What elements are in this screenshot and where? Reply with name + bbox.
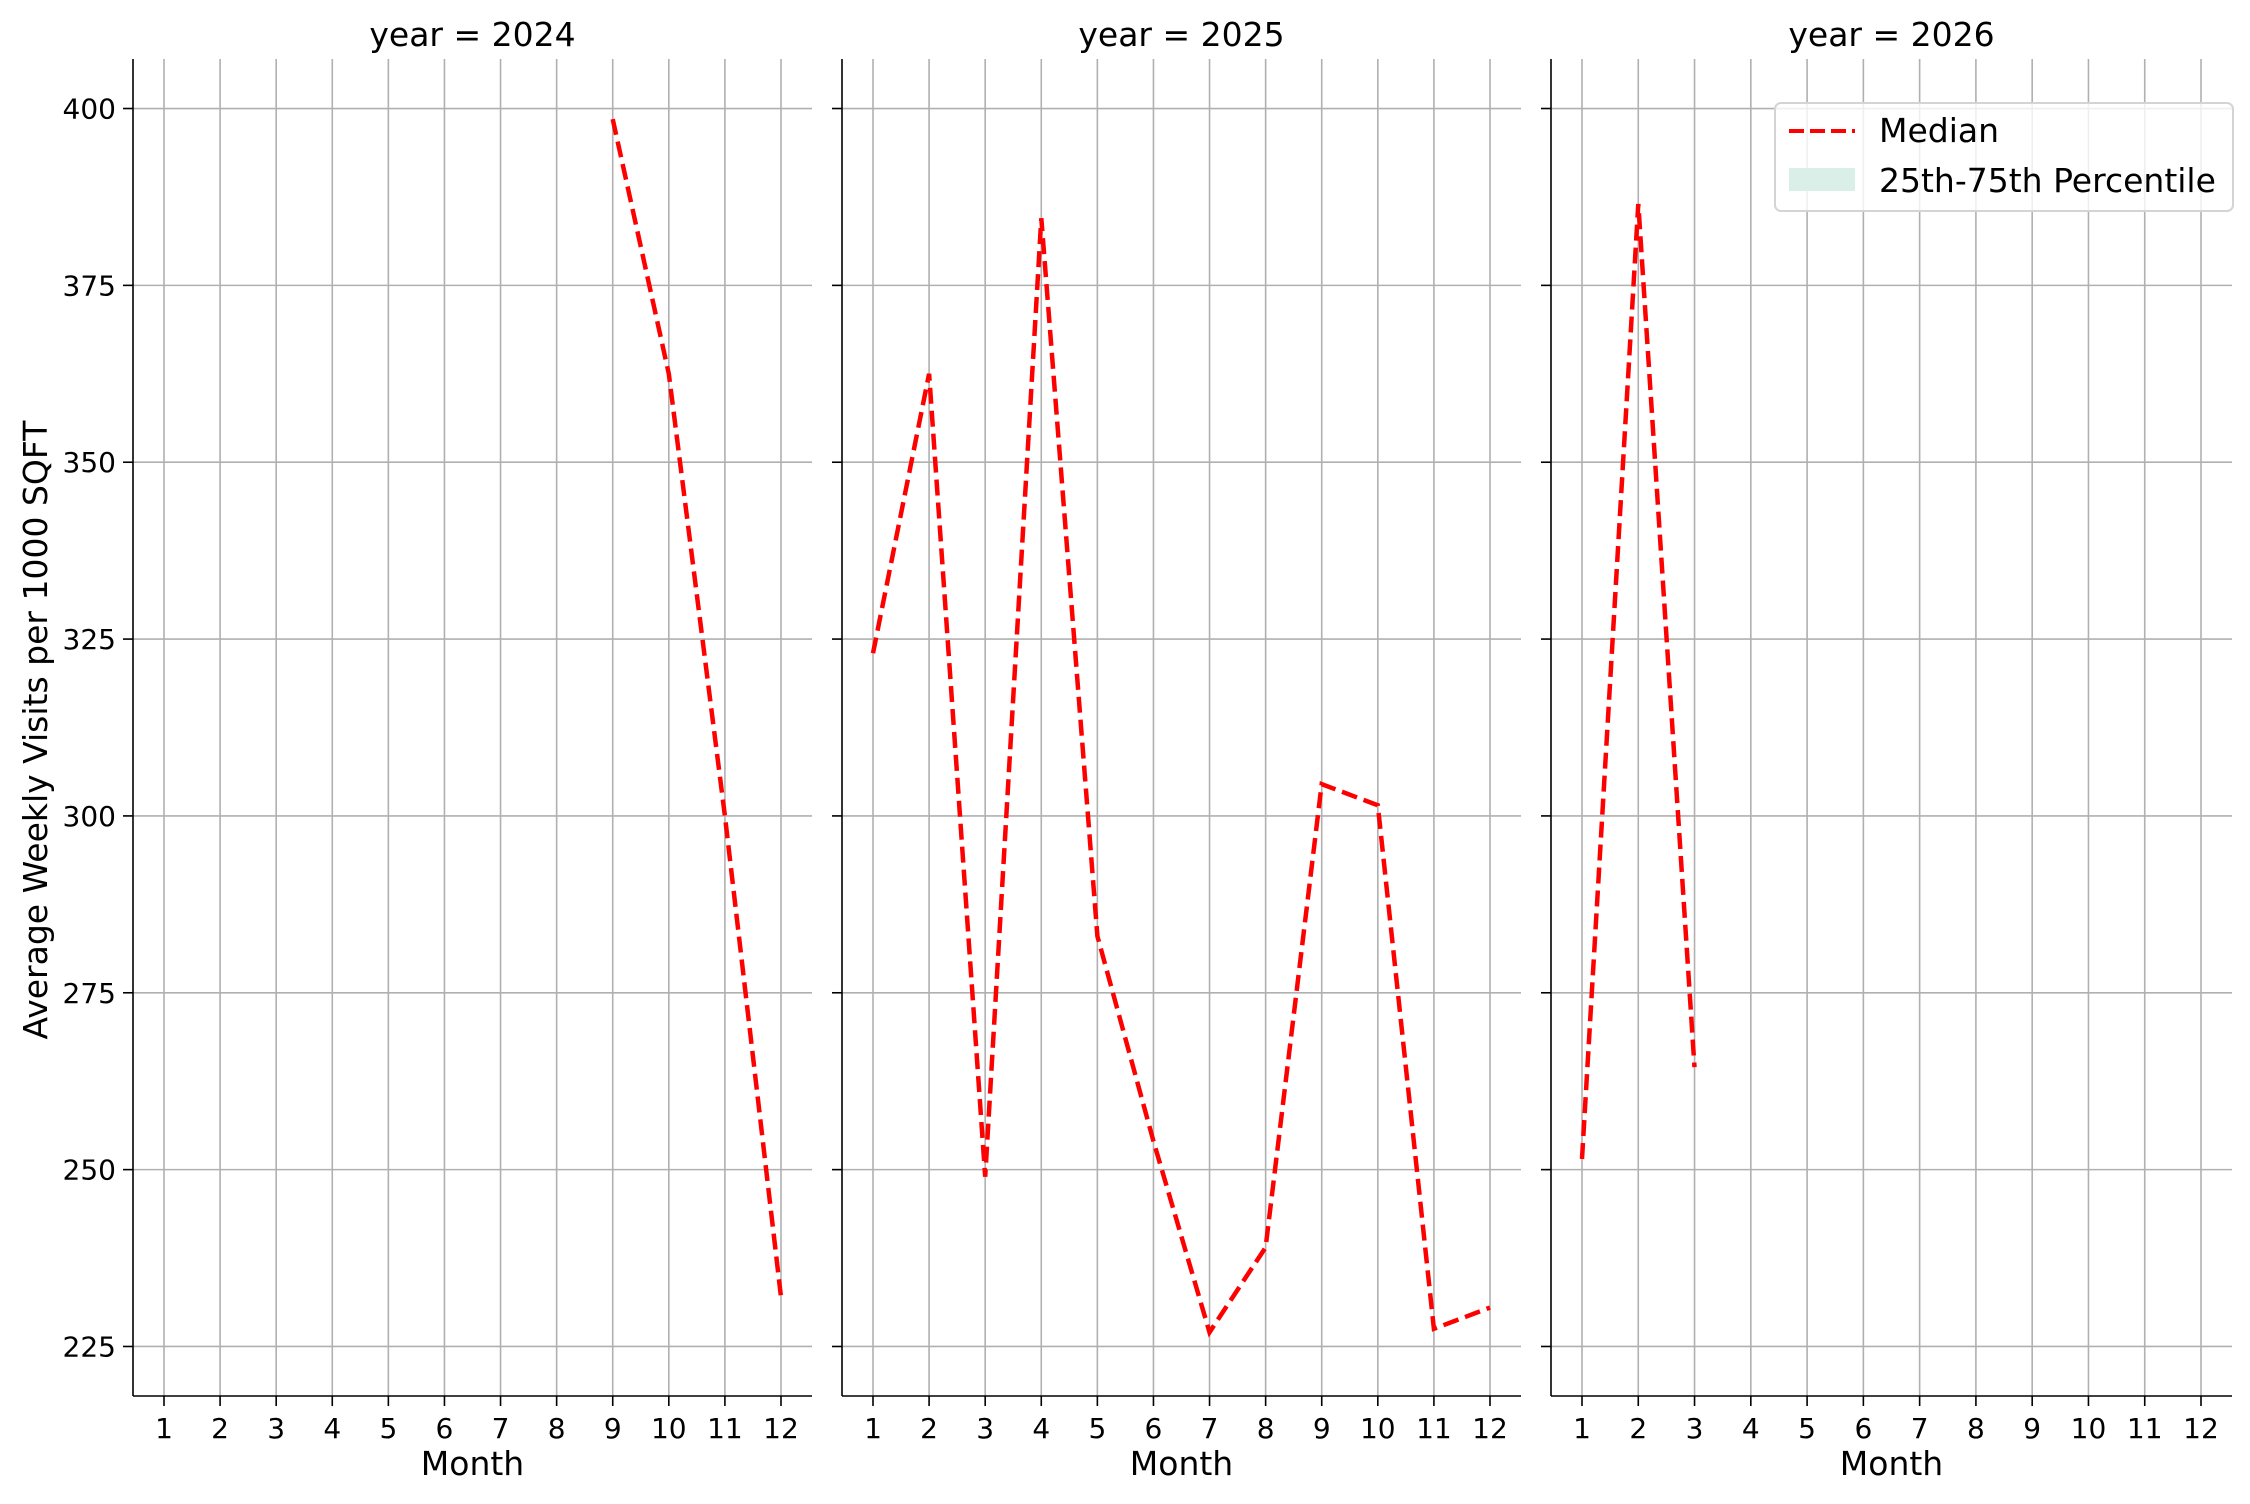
x-axis-title: Month [421,1444,524,1483]
y-tick-label: 375 [63,269,116,302]
x-tick-label: 8 [1257,1412,1275,1445]
x-tick-label: 1 [1573,1412,1591,1445]
y-tick-label: 250 [63,1154,116,1187]
x-tick-label: 3 [976,1412,994,1445]
x-tick-label: 4 [1032,1412,1050,1445]
legend-percentile-label: 25th-75th Percentile [1879,161,2216,200]
x-tick-label: 11 [2127,1412,2163,1445]
x-tick-label: 10 [1360,1412,1396,1445]
y-tick-label: 400 [63,93,116,126]
x-tick-label: 4 [323,1412,341,1445]
y-tick-label: 225 [63,1330,116,1363]
x-tick-label: 12 [2183,1412,2219,1445]
x-tick-label: 4 [1742,1412,1760,1445]
y-tick-label: 275 [63,977,116,1010]
x-tick-label: 11 [1416,1412,1452,1445]
x-tick-label: 2 [211,1412,229,1445]
x-tick-label: 9 [1313,1412,1331,1445]
panel-title: year = 2026 [1788,15,1994,54]
x-tick-label: 1 [155,1412,173,1445]
x-tick-label: 6 [1854,1412,1872,1445]
x-tick-label: 2 [1629,1412,1647,1445]
x-tick-label: 3 [267,1412,285,1445]
legend-median-label: Median [1879,111,1999,150]
x-tick-label: 3 [1686,1412,1704,1445]
median-series-line [873,218,1490,1332]
x-tick-label: 12 [1472,1412,1508,1445]
panel-title: year = 2025 [1078,15,1284,54]
y-axis-title: Average Weekly Visits per 1000 SQFT [16,420,55,1040]
x-axis-title: Month [1840,1444,1943,1483]
x-tick-label: 7 [492,1412,510,1445]
x-tick-label: 7 [1201,1412,1219,1445]
median-series-line [613,119,781,1297]
panel-title: year = 2024 [369,15,575,54]
x-tick-label: 5 [379,1412,397,1445]
x-tick-label: 2 [920,1412,938,1445]
legend-percentile-swatch [1789,168,1855,191]
x-tick-label: 5 [1798,1412,1816,1445]
x-tick-label: 7 [1911,1412,1929,1445]
y-tick-label: 300 [63,800,116,833]
x-tick-label: 5 [1088,1412,1106,1445]
x-tick-label: 10 [2071,1412,2107,1445]
x-tick-label: 8 [548,1412,566,1445]
x-tick-label: 11 [707,1412,743,1445]
x-tick-label: 9 [604,1412,622,1445]
x-tick-label: 6 [436,1412,454,1445]
x-axis-title: Month [1130,1444,1233,1483]
x-tick-label: 1 [864,1412,882,1445]
y-tick-label: 325 [63,623,116,656]
y-tick-label: 350 [63,446,116,479]
x-tick-label: 10 [651,1412,687,1445]
x-tick-label: 8 [1967,1412,1985,1445]
legend: Median 25th-75th Percentile [1775,103,2233,211]
x-tick-label: 9 [2023,1412,2041,1445]
x-tick-label: 6 [1145,1412,1163,1445]
x-tick-label: 12 [763,1412,799,1445]
